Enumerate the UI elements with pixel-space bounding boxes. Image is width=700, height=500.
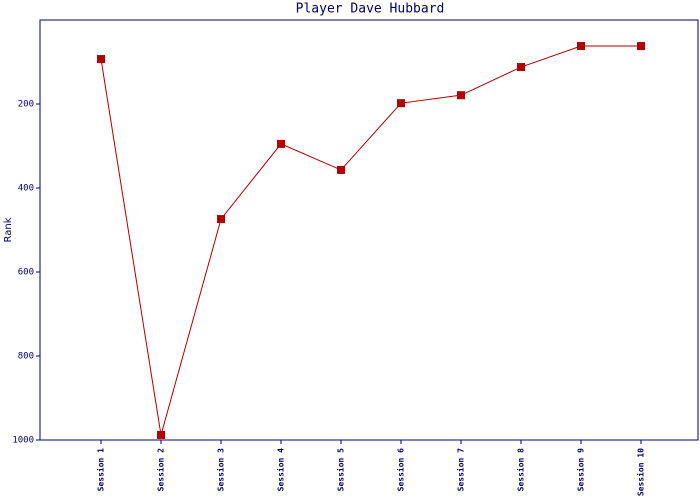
x-tick-label: Session 9 — [576, 448, 586, 492]
data-point — [397, 99, 405, 108]
x-tick-label: Session 6 — [396, 448, 406, 492]
x-tick-label: Session 10 — [636, 448, 646, 496]
data-point — [97, 55, 105, 64]
data-point — [337, 165, 345, 174]
x-tick-label: Session 7 — [456, 448, 466, 492]
y-tick-label: 600 — [18, 268, 34, 278]
y-tick-label: 1000 — [12, 436, 34, 446]
data-point — [577, 42, 585, 51]
y-tick-label: 400 — [18, 184, 34, 194]
y-tick-label: 800 — [18, 352, 34, 362]
data-point — [637, 42, 645, 51]
y-tick-label: 200 — [18, 100, 34, 110]
x-tick-label: Session 2 — [156, 448, 166, 492]
y-axis-label: Rank — [3, 217, 14, 242]
x-tick-label: Session 5 — [336, 448, 346, 492]
data-point — [457, 91, 465, 100]
data-point — [217, 215, 225, 224]
plot-frame — [39, 19, 699, 441]
x-tick-label: Session 3 — [216, 448, 226, 492]
data-point — [277, 139, 285, 148]
x-tick-label: Session 8 — [516, 448, 526, 492]
data-point — [517, 63, 525, 72]
x-tick-label: Session 4 — [276, 448, 286, 492]
series-line — [100, 45, 641, 436]
x-tick-label: Session 1 — [96, 448, 106, 492]
data-point — [157, 430, 165, 439]
chart-title: Player Dave Hubbard — [296, 2, 445, 17]
